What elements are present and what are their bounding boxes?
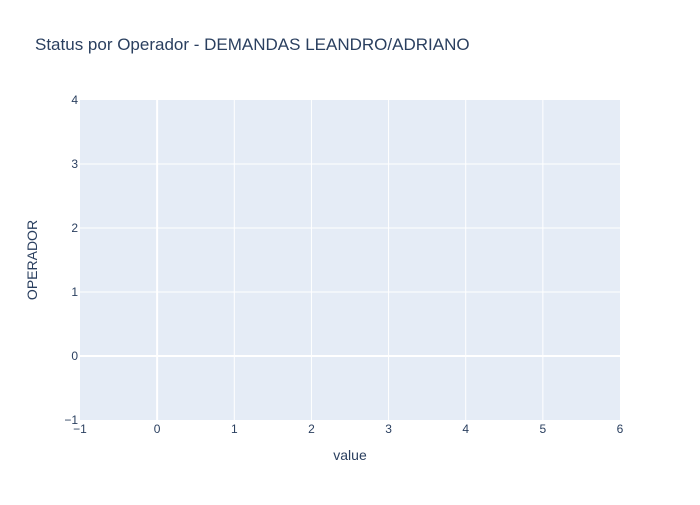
y-tick-label: 0 <box>71 349 78 363</box>
plot-area <box>80 100 620 420</box>
y-axis-title: OPERADOR <box>24 220 40 300</box>
x-tick-label: 1 <box>231 422 238 436</box>
y-tick-label: −1 <box>64 413 78 427</box>
y-tick-label: 3 <box>71 157 78 171</box>
x-tick-label: 5 <box>540 422 547 436</box>
y-axis-ticks: −1 0 1 2 3 4 <box>64 93 78 427</box>
y-tick-label: 1 <box>71 285 78 299</box>
x-axis-title: value <box>333 447 367 463</box>
chart-title: Status por Operador - DEMANDAS LEANDRO/A… <box>35 35 470 54</box>
y-tick-label: 2 <box>71 221 78 235</box>
x-tick-label: 6 <box>617 422 624 436</box>
x-tick-label: 0 <box>154 422 161 436</box>
x-tick-label: 4 <box>462 422 469 436</box>
x-tick-label: 2 <box>308 422 315 436</box>
x-axis-ticks: −1 0 1 2 3 4 5 6 <box>73 422 624 436</box>
grid <box>80 100 620 420</box>
y-tick-label: 4 <box>71 93 78 107</box>
x-tick-label: −1 <box>73 422 87 436</box>
x-tick-label: 3 <box>385 422 392 436</box>
